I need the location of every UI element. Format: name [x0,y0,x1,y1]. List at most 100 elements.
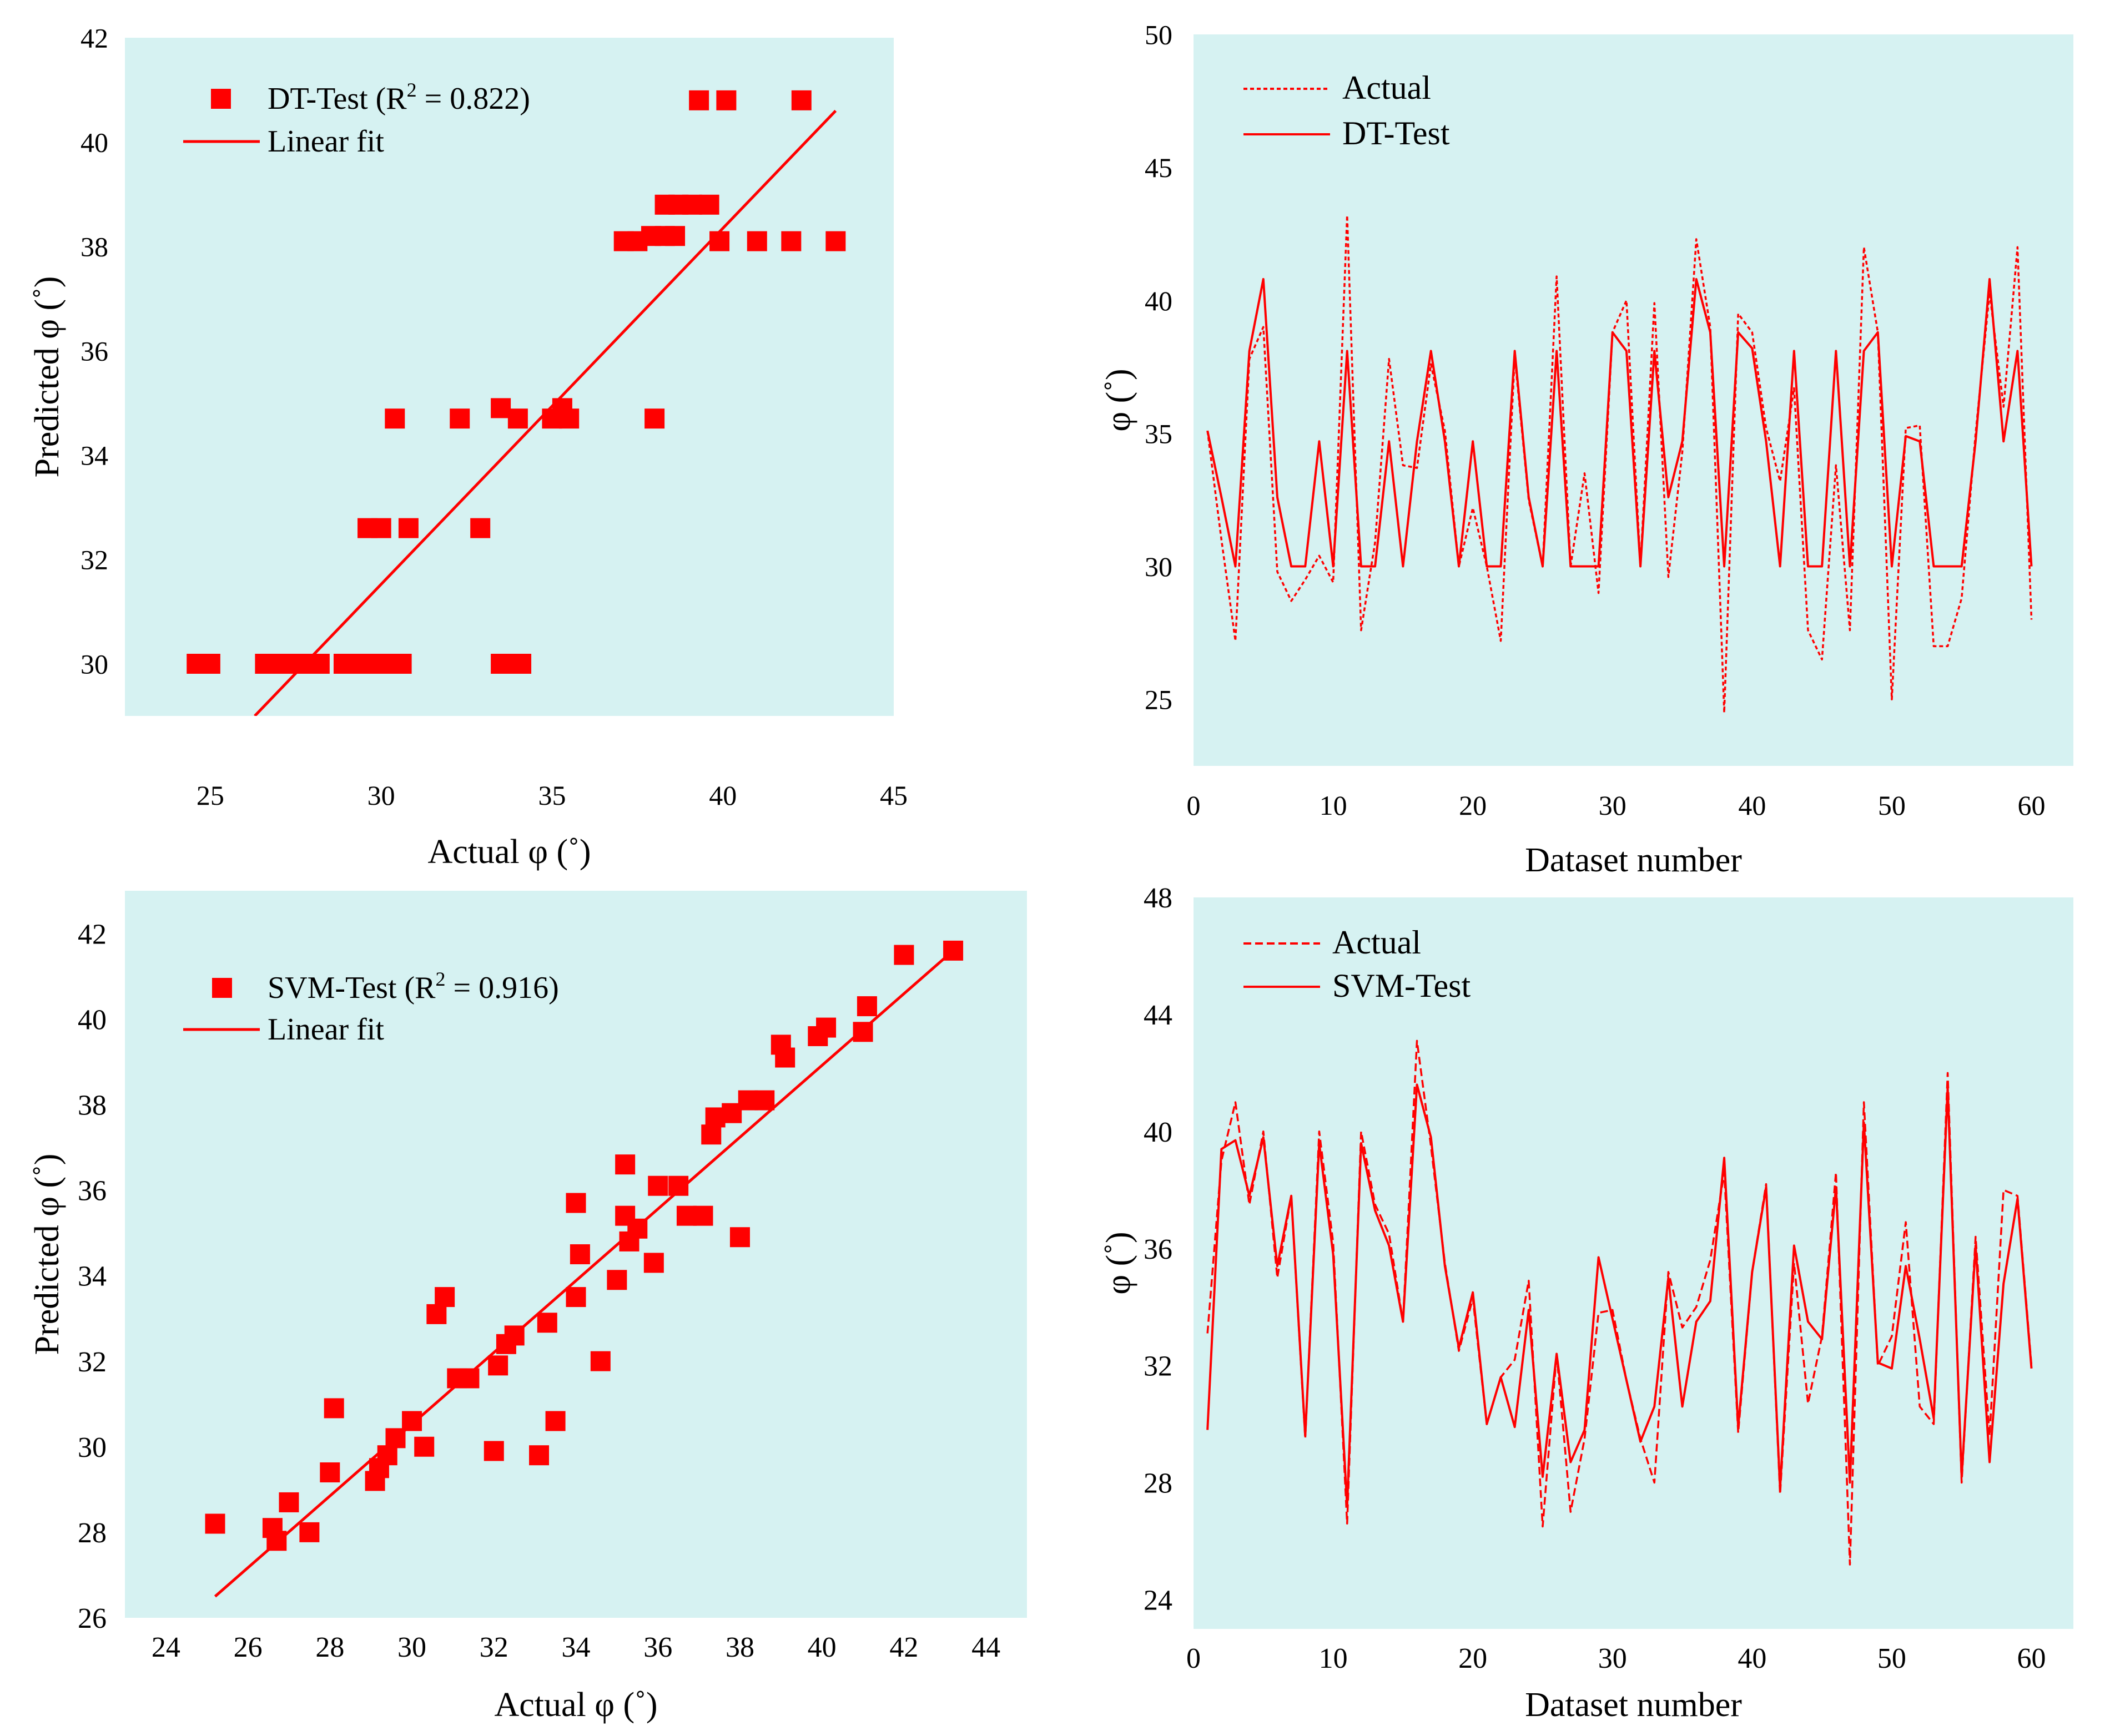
svm-scatter-point [570,1244,590,1264]
svm-series-legend-label: Actual [1332,924,1421,961]
dt-scatter-point [699,194,719,215]
svm-scatter-y-tick-label: 40 [78,1004,107,1036]
dt-series-legend-label: Actual [1342,69,1431,106]
svm-scatter-point [615,1154,636,1175]
dt-scatter-marks [187,90,846,716]
dt-scatter-point [682,194,702,215]
svm-scatter-point [414,1436,435,1457]
svm-scatter-point [668,1175,689,1196]
svm-scatter-legend: SVM-Test (R2 = 0.916) Linear fit [183,968,559,1047]
svm-scatter-x-tick-label: 42 [889,1632,918,1663]
svm-scatter-y-tick-label: 38 [78,1089,107,1121]
dt-scatter-point [709,231,730,251]
svm-scatter-point [402,1411,422,1431]
svm-series-x-tick-label: 50 [1877,1643,1906,1674]
dt-series-series-dt-test [1206,277,2033,568]
dt-scatter-point [371,518,391,538]
dt-scatter-point [507,408,528,429]
dt-scatter-point [716,90,737,110]
dt-scatter-x-tick-label: 40 [709,780,737,811]
dt-series-y-tick-label: 30 [1145,551,1172,582]
svm-scatter-point [566,1193,586,1213]
svm-scatter-point [279,1492,299,1512]
dt-scatter-x-tick-label: 25 [197,780,224,811]
dt-scatter-legend-text: DT-Test (R [268,82,407,116]
svm-scatter-point [537,1313,557,1333]
svm-series-x-tick-label: 20 [1458,1643,1487,1674]
dt-scatter-point [470,518,491,538]
svm-scatter-point [504,1325,525,1346]
dt-series-x-tick-label: 20 [1459,790,1487,821]
dt-scatter-legend-fit-label: Linear fit [268,124,384,159]
dt-scatter-x-tick-label: 35 [538,780,566,811]
svm-scatter-chart: 24 26 28 30 32 34 36 38 40 42 44 26 28 30 32 34 36 38 40 42… [28,891,1027,1724]
svm-scatter-point [435,1287,455,1308]
dt-series-x-axis-title: Dataset number [1525,841,1742,879]
svm-scatter-point [857,996,877,1017]
dt-scatter-point [791,90,812,110]
svm-scatter-point [324,1398,344,1419]
svm-scatter-x-axis-title: Actual φ (˚) [495,1686,658,1724]
svm-series-series-svm-test [1206,1083,2033,1507]
dt-scatter-point [559,408,580,429]
dt-scatter-y-tick-label: 32 [80,544,108,576]
dt-scatter-point [825,231,846,251]
svm-scatter-legend-text: SVM-Test (R [268,971,436,1005]
svm-series-x-tick-label: 60 [2017,1643,2046,1674]
svm-scatter-y-tick-label: 28 [78,1517,107,1549]
svm-scatter-x-tick-label: 26 [234,1632,263,1663]
svm-scatter-point [853,1022,873,1042]
dt-series-y-tick-label: 50 [1145,19,1172,51]
dt-series-y-tick-label: 40 [1145,285,1172,316]
svm-scatter-y-tick-label: 42 [78,919,107,950]
dt-scatter-y-tick-label: 42 [80,23,108,54]
svm-series-x-tick-label: 10 [1319,1643,1348,1674]
svm-scatter-point [693,1205,713,1226]
dt-series-y-axis-title: φ (˚) [1100,369,1137,431]
svm-scatter-linear-fit [214,950,954,1598]
svm-scatter-y-tick-label: 36 [78,1175,107,1207]
svm-scatter-x-tick-label: 40 [808,1632,837,1663]
svm-scatter-point [488,1355,508,1376]
dt-series-x-tick-label: 30 [1599,790,1626,821]
dt-series-x-tick-label: 60 [2018,790,2046,821]
svm-series-x-tick-label: 0 [1186,1643,1201,1674]
svm-scatter-point [775,1047,795,1068]
svm-scatter-point [299,1522,320,1542]
svm-scatter-y-axis-title: Predicted φ (˚) [28,1154,66,1355]
dt-series-x-tick-label: 0 [1187,790,1201,821]
svm-scatter-legend-series-label: SVM-Test (R2 = 0.916) [268,968,559,1005]
svm-series-y-tick-label: 28 [1144,1468,1172,1500]
svm-scatter-point [590,1351,611,1371]
dt-scatter-plot-area [125,38,894,716]
svm-scatter-point [205,1513,225,1534]
dt-scatter-x-axis-title: Actual φ (˚) [428,833,591,871]
svm-scatter-x-tick-label: 38 [726,1632,754,1663]
svm-series-marks [1206,1039,2033,1566]
svm-scatter-x-tick-label: 36 [643,1632,672,1663]
dt-scatter-point [309,654,330,674]
dt-series-x-tick-label: 10 [1320,790,1347,821]
svm-scatter-legend-fit-label: Linear fit [268,1012,384,1047]
svm-scatter-point [816,1017,837,1038]
dt-series-marks [1206,214,2033,714]
svm-scatter-point [320,1462,340,1482]
svm-scatter-legend-sup: 2 [436,968,446,990]
svm-series-plot-area [1194,897,2073,1629]
svm-scatter-y-tick-label: 32 [78,1346,107,1378]
svm-series-x-tick-label: 40 [1738,1643,1766,1674]
svm-scatter-point [627,1218,648,1239]
svm-scatter-x-tick-label: 32 [480,1632,508,1663]
svm-series-x-tick-label: 30 [1598,1643,1627,1674]
dt-scatter-point [781,231,802,251]
dt-scatter-point [511,654,532,674]
svm-scatter-point [385,1428,406,1449]
dt-scatter-point [689,90,709,110]
svm-scatter-legend-suffix: = 0.916) [446,971,559,1005]
svm-scatter-x-tick-label: 28 [315,1632,344,1663]
dt-series-legend-label: DT-Test [1342,115,1450,152]
dt-series-plot-area [1194,34,2073,766]
svm-scatter-point [529,1445,550,1466]
dt-scatter-point [491,398,511,418]
